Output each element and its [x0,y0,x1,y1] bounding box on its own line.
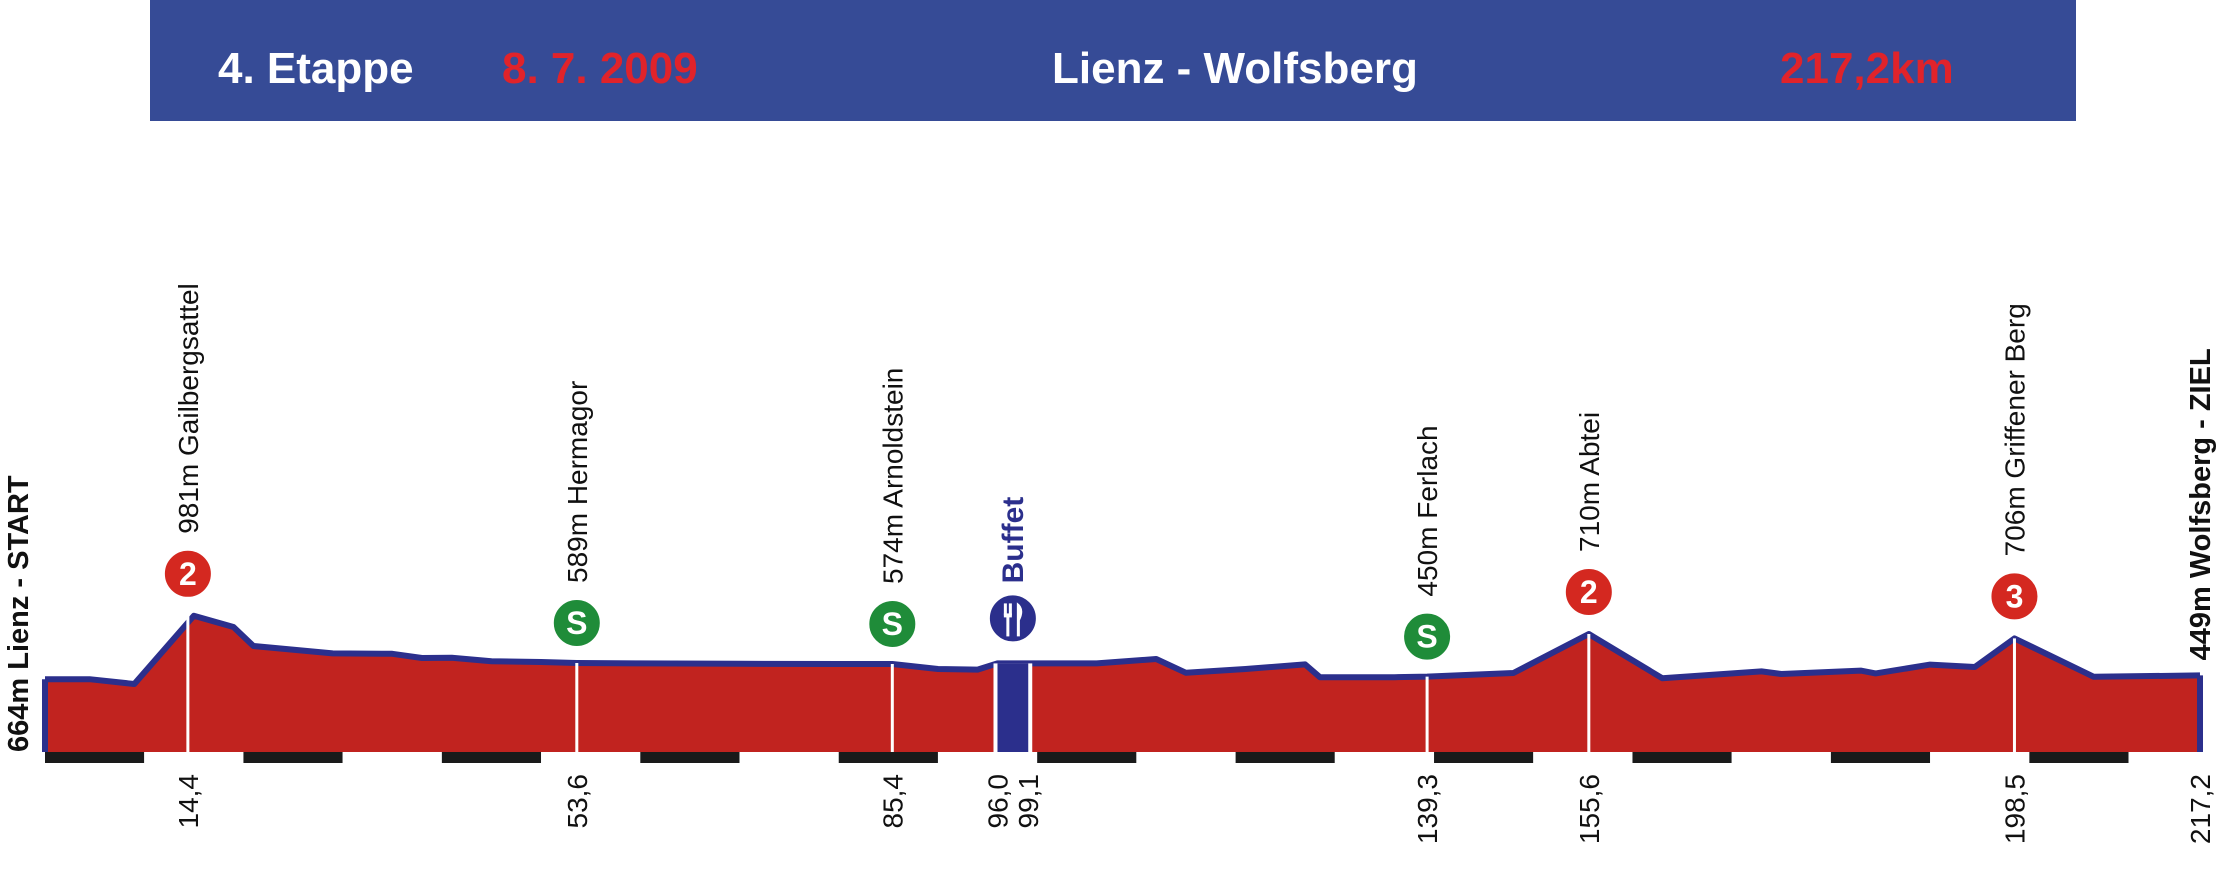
point-label: 710m Abtei [1574,412,1605,552]
profile-labels: 981m Gailbergsattel 589m Hermagor 574m Arn… [3,283,2217,752]
feed-zone-fill [997,663,1029,752]
scale-bar-segment [1930,752,2030,763]
fork-icon [1008,603,1012,616]
scale-bar-segment [1037,752,1137,763]
climb-category-badge [1989,571,2040,622]
scale-bar-segment [1830,752,1931,763]
stage-label: 4. Etappe [218,44,414,93]
scale-bar-segment [2029,752,2129,763]
distance-tick-label: 217,2 [2185,774,2216,844]
stage-route: Lienz - Wolfsberg [1052,44,1418,93]
sprint-badge [867,599,918,649]
sprint-badge [1402,611,1453,662]
distance-tick-label: 53,6 [562,774,593,829]
scale-bar-segment [1632,752,1732,763]
scale-bar-segment [1235,752,1335,763]
stage-distance: 217,2km [1780,44,1954,93]
fork-icon [1003,613,1012,618]
point-label: 706m Griffener Berg [1999,303,2030,556]
badge-text: S [1416,619,1437,655]
knife-icon [1016,602,1023,637]
start-label: 664m Lienz - START [3,475,35,752]
scale-bar-segment [2128,752,2200,763]
scale-bar-segment [739,752,839,763]
distance-tick-label: 198,5 [1999,774,2030,844]
header-banner [150,0,2076,121]
finish-label: 449m Wolfsberg - ZIEL [2185,348,2217,660]
scale-bar-segment [1136,752,1236,763]
distance-tick-label: 96,0 [982,774,1013,829]
distance-tick-label: 155,6 [1574,774,1605,844]
buffet-label: Buffet [997,497,1030,584]
climb-category-badge [162,548,213,599]
badge-text: 2 [1580,574,1598,610]
scale-bar-segment [937,752,1038,763]
point-label: 981m Gailbergsattel [173,283,204,534]
distance-scale-bar [45,752,2200,763]
buffet-icon [987,593,1038,644]
scale-bar-segment [1334,752,1435,763]
scale-bar-segment [243,752,343,763]
scale-bar-segment [1434,752,1534,763]
distance-tick-label: 85,4 [877,774,908,829]
climb-category-badge [1563,567,1614,617]
profile-fill [45,615,2200,752]
stage-date: 8. 7. 2009 [502,44,698,93]
scale-bar-segment [640,752,740,763]
point-label: 589m Hermagor [562,381,593,583]
scale-bar-segment [144,752,244,763]
distance-tick-labels: 14,4 53,6 85,4 96,0 99,1 139,3 155,6 198,5 217,2 [173,774,2216,844]
badge-text: 3 [2006,578,2024,614]
scale-bar-segment [342,752,442,763]
distance-tick-label: 139,3 [1412,774,1443,844]
distance-tick-label: 99,1 [1013,774,1044,829]
badge-text: S [882,606,903,642]
distance-tick-label: 14,4 [173,774,204,829]
scale-bar-segment [541,752,641,763]
point-label: 450m Ferlach [1412,425,1443,596]
scale-bar-segment [1731,752,1831,763]
sprint-badge [551,598,602,648]
scale-bar-segment [45,752,145,763]
scale-bar-segment [441,752,542,763]
scale-bar-segment [838,752,938,763]
badge-text: 2 [179,556,197,592]
badge-text: S [566,605,587,641]
fork-icon [1003,603,1007,616]
scale-bar-segment [1533,752,1633,763]
profile-area [42,612,2203,752]
point-label: 574m Arnoldstein [877,368,908,584]
profile-markers: Buffet 2 S S S 2 3 [162,497,2040,752]
fork-icon [1006,616,1010,637]
